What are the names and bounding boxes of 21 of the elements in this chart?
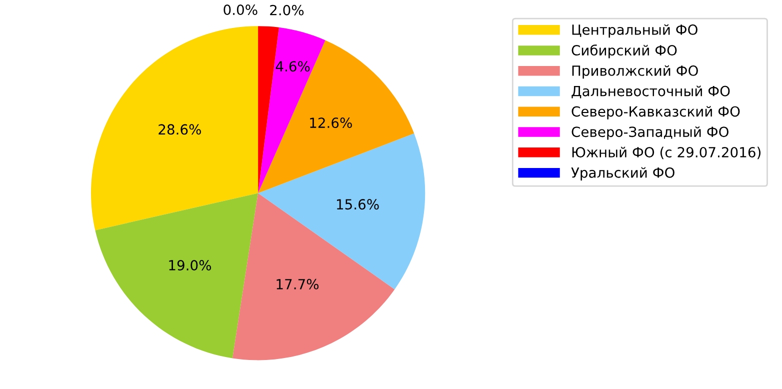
pie-slice: [90, 26, 258, 230]
legend-label: Северо-Западный ФО: [572, 126, 728, 140]
pie-slice: [232, 193, 395, 360]
legend-label: Центральный ФО: [572, 24, 698, 38]
pie-slice: [258, 133, 426, 290]
data-label: 4.6%: [276, 61, 310, 72]
data-label: 19.0%: [169, 260, 212, 271]
legend-label: Северо-Кавказский ФО: [572, 106, 740, 120]
legend-label: Сибирский ФО: [572, 44, 677, 58]
legend-label: Южный ФО (с 29.07.2016): [572, 146, 760, 160]
legend-label: Приволжский ФО: [572, 65, 698, 79]
data-label: 2.0%: [270, 4, 304, 16]
data-label: 28.6%: [158, 124, 201, 135]
legend-label: Дальневосточный ФО: [572, 86, 730, 98]
text: 0.0%: [224, 4, 258, 16]
data-label: 12.6%: [310, 118, 352, 128]
data-label: 15.6%: [336, 199, 379, 210]
pie-slice: [95, 193, 258, 358]
pie-slice: [258, 40, 414, 194]
legend-label: Уральский ФО: [571, 167, 674, 181]
data-label: 17.7%: [276, 278, 319, 290]
